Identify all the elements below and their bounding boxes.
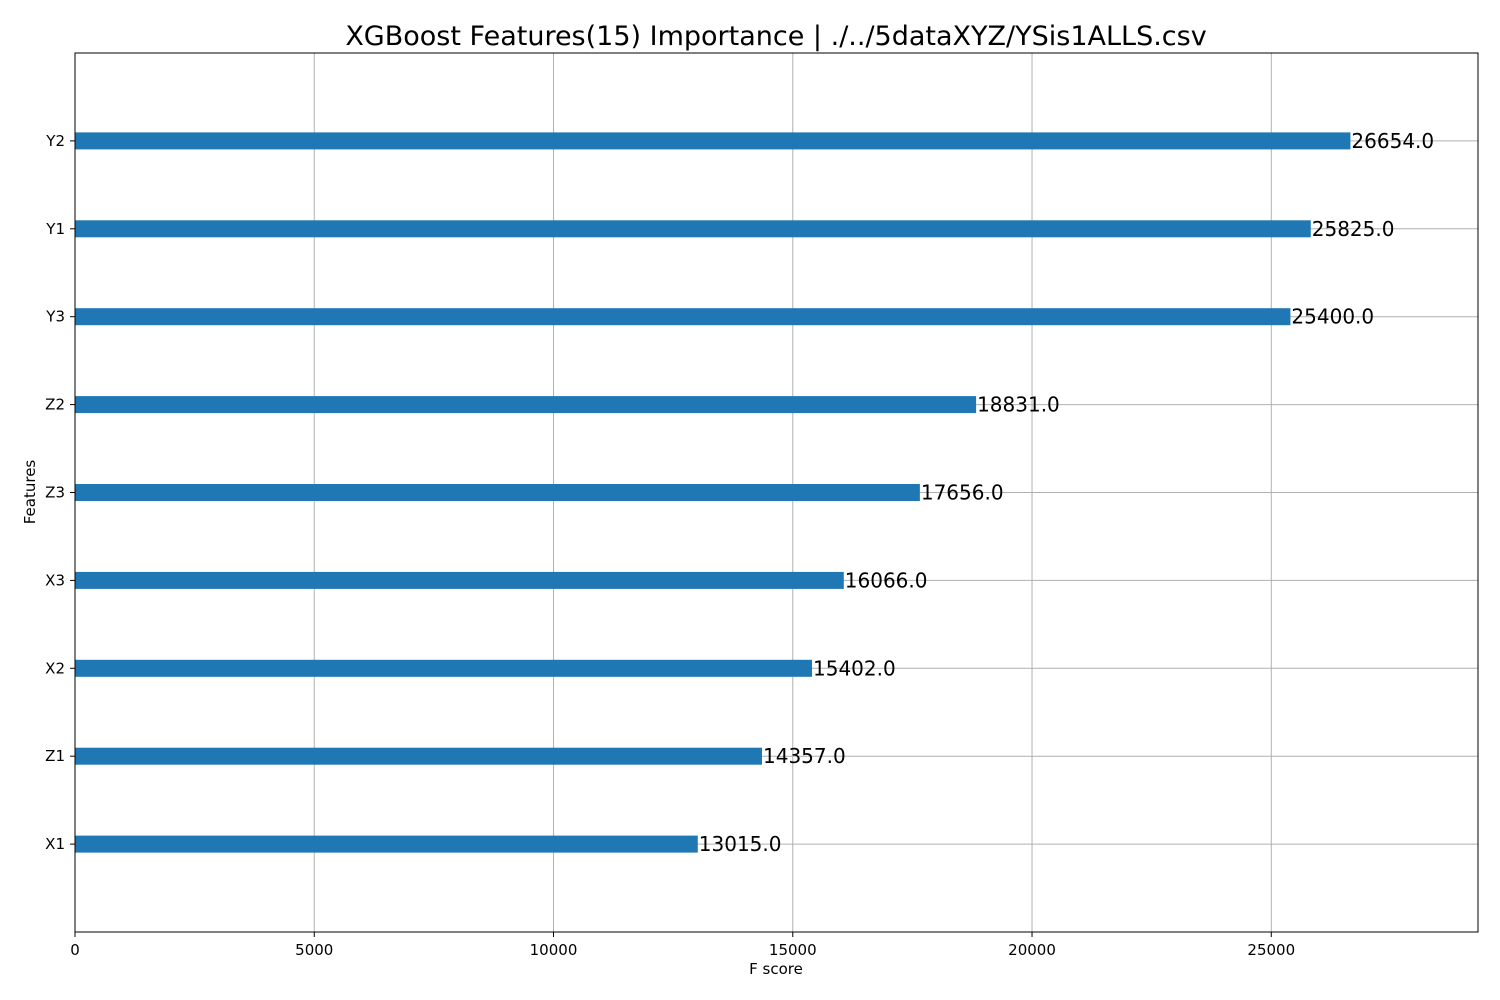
bar-value-label: 18831.0: [977, 393, 1060, 417]
bar-value-label: 17656.0: [921, 481, 1004, 505]
bar: [75, 308, 1291, 326]
y-axis: Y2 Y1 Y3 Z2 Z3 X3 X2 Z1 X1: [45, 132, 75, 853]
y-tick-label: X1: [45, 835, 65, 853]
y-axis-label: Features: [21, 460, 39, 525]
y-tick-label: Z3: [45, 484, 65, 502]
chart-title: XGBoost Features(15) Importance | ./../5…: [345, 21, 1206, 52]
bar-value-label: 13015.0: [699, 832, 782, 856]
value-labels: 26654.0 25825.0 25400.0 18831.0 17656.0 16066…: [699, 129, 1434, 856]
bar-value-label: 14357.0: [763, 744, 846, 768]
y-tick-label: Y1: [45, 220, 65, 238]
y-tick-label: X3: [45, 571, 65, 589]
y-tick-label: Z1: [45, 747, 65, 765]
bar-value-label: 25825.0: [1312, 217, 1395, 241]
bars: [75, 132, 1351, 853]
bar-value-label: 26654.0: [1351, 129, 1434, 153]
x-axis-label: F score: [749, 960, 803, 978]
y-tick-label: Y3: [45, 308, 65, 326]
bar: [75, 747, 763, 765]
bar-value-label: 25400.0: [1291, 305, 1374, 329]
y-tick-label: Y2: [45, 132, 65, 150]
y-tick-label: Z2: [45, 396, 65, 414]
x-tick-label: 0: [70, 941, 80, 959]
bar-value-label: 15402.0: [813, 656, 896, 680]
x-tick-label: 5000: [295, 941, 333, 959]
bar: [75, 835, 698, 853]
bar: [75, 659, 813, 677]
bar-value-label: 16066.0: [845, 568, 928, 592]
x-tick-label: 25000: [1247, 941, 1295, 959]
x-axis: 0 5000 10000 15000 20000 25000: [70, 932, 1295, 959]
bar: [75, 571, 844, 589]
y-tick-label: X2: [45, 659, 65, 677]
x-tick-label: 15000: [769, 941, 817, 959]
bar: [75, 220, 1311, 238]
x-tick-label: 10000: [530, 941, 578, 959]
bar: [75, 132, 1351, 150]
bar: [75, 484, 920, 501]
x-tick-label: 20000: [1008, 941, 1056, 959]
bar: [75, 396, 977, 414]
